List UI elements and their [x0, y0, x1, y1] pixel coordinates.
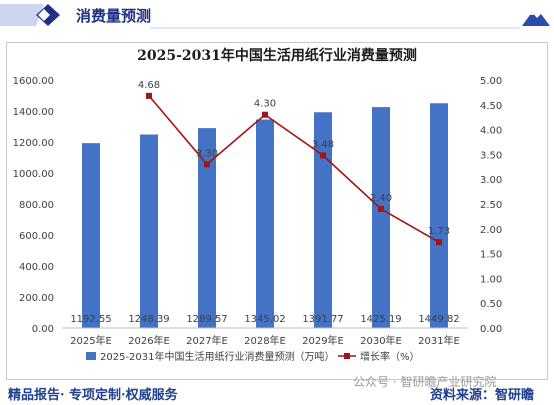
bar-value-label: 1248.39 [128, 314, 169, 325]
bar [198, 128, 216, 328]
x-tick-label: 2030年E [360, 334, 402, 347]
footer-source: 资料来源：智研瞻 [430, 388, 535, 403]
y2-tick-label: 1.00 [480, 274, 502, 285]
line-value-label: 3.48 [312, 139, 334, 150]
y-tick-label: 200.00 [19, 293, 54, 304]
x-tick-label: 2031年E [418, 334, 460, 347]
blue-diamond-inner-icon [38, 9, 50, 21]
line-value-label: 1.73 [428, 226, 450, 237]
legend-bar-label: 2025-2031年中国生活用纸行业消费量预测（万吨） [100, 350, 335, 363]
line-point [146, 92, 152, 99]
line-value-label: 3.30 [196, 148, 218, 159]
x-tick-label: 2025年E [70, 334, 112, 347]
y-tick-label: 600.00 [19, 231, 54, 242]
y-tick-label: 800.00 [19, 200, 54, 211]
bar-value-label: 1425.19 [360, 314, 401, 325]
y2-tick-label: 2.50 [480, 200, 502, 211]
bar-value-label: 1345.02 [244, 314, 285, 325]
line-point [320, 152, 326, 159]
bar-value-label: 1289.57 [186, 314, 227, 325]
y2-tick-label: 2.00 [480, 225, 502, 236]
header-stripe [0, 4, 44, 26]
x-tick-label: 2029年E [302, 334, 344, 347]
line-value-label: 4.68 [138, 80, 160, 91]
line-point [436, 239, 442, 246]
bar-value-label: 1192.55 [70, 314, 111, 325]
mountain-logo-icon [522, 12, 550, 26]
bar-value-label: 1449.82 [418, 314, 459, 325]
line-value-label: 4.30 [254, 99, 276, 110]
y-tick-label: 1400.00 [13, 107, 54, 118]
y-tick-label: 400.00 [19, 262, 54, 273]
y-tick-label: 1000.00 [13, 169, 54, 180]
bar [430, 103, 448, 329]
legend-line-marker [344, 353, 350, 359]
y2-tick-label: 4.50 [480, 101, 502, 112]
x-tick-label: 2026年E [128, 334, 170, 347]
y-tick-label: 1600.00 [13, 76, 54, 87]
line-point [262, 111, 268, 118]
y2-tick-label: 1.50 [480, 250, 502, 261]
bar [140, 134, 158, 328]
header-decoration [0, 4, 550, 29]
line-point [204, 161, 210, 168]
bar [82, 143, 100, 328]
x-tick-label: 2028年E [244, 334, 286, 347]
bar [256, 119, 274, 328]
y2-tick-label: 0.50 [480, 299, 502, 310]
line-value-label: 2.40 [370, 193, 392, 204]
watermark-text: 公众号 · 智研瞻产业研究院 [353, 375, 497, 389]
y2-tick-label: 3.00 [480, 175, 502, 186]
bar [314, 112, 332, 328]
y2-tick-label: 4.00 [480, 126, 502, 137]
series-line [148, 95, 440, 243]
line-point [378, 205, 384, 212]
y2-tick-label: 0.00 [480, 324, 502, 335]
legend-bar-swatch [86, 352, 96, 360]
page-header: 消费量预测 [0, 0, 554, 32]
y2-tick-label: 5.00 [480, 76, 502, 87]
header-title: 消费量预测 [76, 7, 152, 25]
y2-tick-label: 3.50 [480, 150, 502, 161]
bar [372, 107, 390, 328]
footer-slogan: 精品报告· 专项定制·权威服务 [8, 388, 178, 403]
x-tick-label: 2027年E [186, 334, 228, 347]
bar-value-label: 1391.77 [302, 314, 343, 325]
y-tick-label: 1200.00 [13, 138, 54, 149]
y-tick-label: 0.00 [32, 324, 54, 335]
legend-line-label: 增长率（%） [360, 350, 420, 363]
chart-title: 2025-2031年中国生活用纸行业消费量预测 [137, 48, 417, 64]
